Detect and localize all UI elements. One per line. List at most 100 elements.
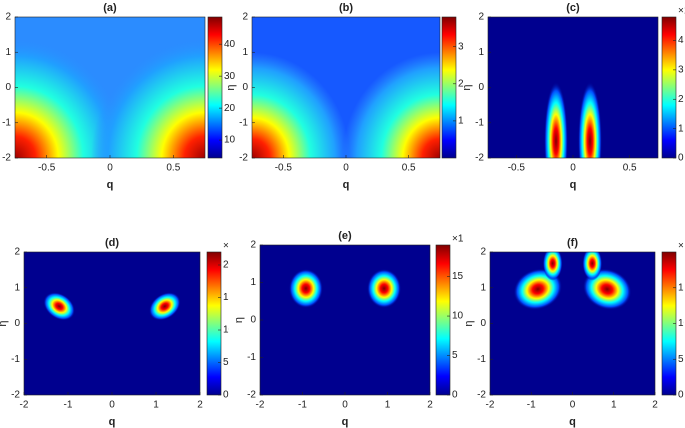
panel-title: (c): [566, 2, 580, 14]
heatmap: [24, 252, 200, 395]
y-tick-label: -2: [477, 390, 486, 401]
y-axis-label: η: [463, 320, 475, 326]
y-tick-label: -2: [239, 153, 248, 164]
y-tick-label: 1: [480, 282, 486, 293]
x-tick-label: 2: [427, 400, 433, 411]
x-axis-label: q: [107, 179, 114, 191]
colorbar-labels: 1 2 3: [458, 41, 464, 126]
heatmap-background: [260, 245, 430, 395]
y-tick-label: -2: [475, 153, 484, 164]
heatmap-region: [582, 252, 603, 281]
y-tick-label: -2: [11, 390, 20, 401]
x-axis-label: q: [569, 416, 576, 428]
x-tick-label: -1: [298, 400, 307, 411]
heatmap-region: [367, 269, 402, 308]
colorbar: [207, 16, 223, 159]
colorbar-tick-label: 20: [224, 103, 236, 114]
heatmap: [490, 252, 655, 395]
colorbar-tick-label: 2: [678, 94, 684, 105]
y-tick-label: -1: [247, 352, 256, 363]
colorbar-tick-label: 15: [678, 282, 685, 293]
heatmap-region: [288, 269, 323, 308]
heatmap-background: [488, 17, 658, 158]
colorbar-tick-label: 15: [452, 271, 464, 282]
colorbar-exponent: ×1: [678, 6, 685, 17]
colorbar-labels: 0 5 10 15 20: [223, 260, 235, 401]
y-tick-label: 1: [5, 47, 11, 58]
x-tick-label: 0: [342, 400, 348, 411]
colorbar-tick-label: 0: [223, 390, 229, 401]
colorbar-tick-label: 0: [678, 390, 684, 401]
y-tick-label: 2: [250, 240, 256, 251]
colorbar: [206, 251, 222, 396]
y-tick-label: -2: [2, 153, 11, 164]
y-axis-label: η: [225, 84, 237, 90]
colorbar-tick-label: 30: [224, 71, 236, 82]
y-tick-label: 0: [250, 315, 256, 326]
heatmap: [260, 245, 430, 395]
colorbar-labels: 0 5 10 15: [678, 282, 685, 401]
panel-title: (f): [567, 237, 578, 249]
colorbar-exponent: ×: [223, 241, 229, 252]
x-tick-label: 0: [343, 163, 349, 174]
y-tick-label: 1: [250, 277, 256, 288]
colorbar-tick-label: 15: [223, 292, 235, 303]
y-tick-label: 2: [478, 12, 484, 23]
heatmap-region: [149, 292, 181, 321]
heatmap-region: [43, 292, 75, 321]
y-tick-label: -1: [475, 117, 484, 128]
y-tick-label: 2: [242, 12, 248, 23]
colorbar-tick-label: 10: [224, 135, 236, 146]
x-axis-label: q: [109, 416, 116, 428]
x-tick-label: 2: [197, 400, 203, 411]
colorbar-tick-label: 2: [458, 78, 464, 89]
x-axis-label: q: [343, 179, 350, 191]
y-tick-label: 0: [478, 82, 484, 93]
heatmap-background: [490, 252, 655, 395]
x-tick-label: 0: [570, 163, 576, 174]
y-tick-label: 0: [242, 82, 248, 93]
colorbar-labels: 10 20 30 40: [224, 39, 236, 146]
colorbar-tick-label: 5: [678, 354, 684, 365]
colorbar-tick-label: 10: [678, 318, 685, 329]
colorbar-labels: 0 5 10 15: [452, 271, 464, 400]
colorbar-tick-label: 4: [678, 35, 684, 46]
x-tick-label: 0.5: [166, 163, 180, 174]
y-tick-label: 1: [478, 47, 484, 58]
panel: (a) q η -0.5 0 0.5 -2 -1 0 1 2 10 20 30 40: [2, 2, 236, 191]
y-axis-label: η: [233, 317, 245, 323]
colorbar-tick-label: 10: [452, 311, 464, 322]
y-tick-label: -1: [239, 117, 248, 128]
x-tick-label: 0.5: [623, 163, 637, 174]
heatmap: [252, 17, 440, 158]
x-tick-label: -2: [256, 400, 265, 411]
y-axis-label: η: [0, 320, 9, 326]
x-tick-label: -0.5: [508, 163, 526, 174]
y-tick-label: 0: [5, 82, 11, 93]
heatmap-region: [542, 252, 563, 281]
y-tick-label: 2: [480, 247, 486, 258]
colorbar-tick-label: 5: [223, 357, 229, 368]
colorbar-exponent: ×: [678, 241, 684, 252]
y-tick-label: 2: [14, 247, 20, 258]
x-tick-label: 1: [611, 400, 617, 411]
panel-title: (d): [105, 237, 119, 249]
x-tick-label: -1: [64, 400, 73, 411]
colorbar: [441, 16, 457, 159]
heatmap-region: [544, 81, 568, 158]
heatmap-region: [342, 52, 440, 158]
x-tick-label: 2: [652, 400, 658, 411]
colorbar-tick-label: 10: [223, 325, 235, 336]
colorbar: [435, 244, 451, 396]
y-tick-label: -1: [11, 354, 20, 365]
y-tick-label: 1: [242, 47, 248, 58]
panel-title: (b): [339, 2, 353, 14]
x-tick-label: 1: [153, 400, 159, 411]
heatmap-background: [24, 252, 200, 395]
panel: (b) q η -0.5 0 0.5 -2 -1 0 1 2 1 2 3: [225, 2, 464, 191]
colorbar-tick-label: 3: [458, 41, 464, 52]
y-tick-label: 0: [480, 318, 486, 329]
panel-title: (e): [338, 230, 352, 242]
x-tick-label: -0.5: [38, 163, 56, 174]
